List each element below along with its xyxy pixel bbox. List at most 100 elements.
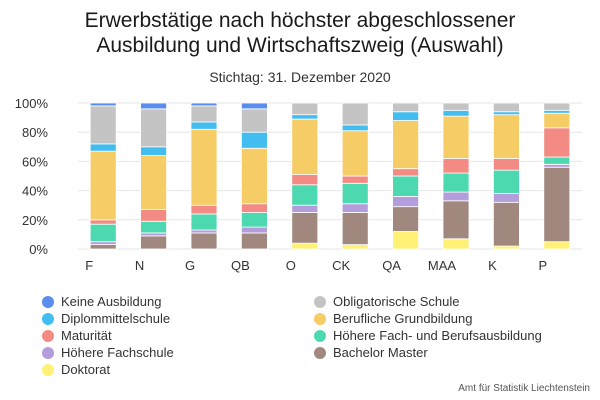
bar-segment-g: [190, 204, 218, 215]
legend-item: Obligatorische Schule: [314, 294, 459, 309]
bar-segment-n: [140, 220, 168, 234]
legend-swatch: [314, 312, 326, 325]
bar-segment-o: [291, 102, 319, 116]
chart-title-line-2: Ausbildung und Wirtschaftszweig (Auswahl…: [96, 34, 504, 57]
bar-segment-o: [291, 174, 319, 186]
legend-item: Höhere Fachschule: [42, 345, 174, 360]
bar-segment-n: [140, 108, 168, 148]
bar-segment-k: [492, 114, 520, 159]
bar-segment-g: [190, 128, 218, 206]
bar-segment-qb: [240, 226, 268, 234]
y-tick-label: 0%: [29, 242, 48, 257]
bar-segment-f: [89, 241, 117, 246]
legend-swatch: [314, 329, 326, 342]
bar-segment-qa: [392, 231, 420, 250]
legend-label: Diplommittelschule: [61, 311, 171, 326]
bar-segment-ck: [341, 182, 369, 205]
bar-segment-qb: [240, 131, 268, 149]
bar-segment-o: [291, 212, 319, 244]
bar-segment-f: [89, 105, 117, 145]
bar-segment-k: [492, 102, 520, 113]
y-tick-label: 100%: [15, 96, 49, 111]
bar-segment-qa: [392, 196, 420, 208]
legend-label: Keine Ausbildung: [61, 294, 162, 309]
bar-segment-ck: [341, 203, 369, 213]
bar-segment-qa: [392, 120, 420, 170]
legend-label: Höhere Fach- und Berufsausbildung: [333, 328, 542, 343]
legend-item: Maturität: [42, 328, 112, 343]
bar-segment-maa: [442, 172, 470, 193]
bar-segment-n: [140, 235, 168, 250]
bar-segment-n: [140, 232, 168, 237]
bar-segment-qb: [240, 147, 268, 205]
legend-item: Höhere Fach- und Berufsausbildung: [314, 328, 542, 343]
bar-segment-qa: [392, 168, 420, 177]
bar-segment-g: [190, 213, 218, 231]
bar-segment-n: [140, 209, 168, 222]
bar-segment-f: [89, 102, 117, 107]
legend-label: Obligatorische Schule: [333, 294, 460, 309]
bar-segment-p: [543, 109, 571, 114]
bar-segment-f: [89, 143, 117, 152]
legend-item: Bachelor Master: [314, 345, 428, 360]
y-tick-label: 20%: [22, 213, 48, 228]
bar-segment-maa: [442, 109, 470, 117]
bar-segment-p: [543, 127, 571, 158]
bar-segment-g: [190, 105, 218, 123]
legend-item: Diplommittelschule: [42, 311, 170, 326]
legend-item: Doktorat: [42, 362, 110, 377]
bar-segment-qb: [240, 203, 268, 213]
bar-segment-maa: [442, 115, 470, 159]
bar-segment-ck: [341, 102, 369, 126]
x-tick-label: O: [286, 258, 296, 273]
bar-segment-maa: [442, 102, 470, 111]
stacked-bar-chart: 0% 20% 40% 60% 80% 100% F N G QB O CK QA MAA K P: [15, 96, 582, 273]
x-tick-label: MAA: [428, 258, 457, 273]
bar-segment-p: [543, 156, 571, 165]
legend-swatch: [42, 295, 54, 308]
bar-segment-ck: [341, 212, 369, 246]
x-tick-label: K: [488, 258, 497, 273]
bar-segment-g: [190, 232, 218, 250]
x-tick-label: F: [85, 258, 93, 273]
bar-segment-n: [140, 102, 168, 110]
source-credit: Amt für Statistik Liechtenstein: [458, 383, 590, 394]
bar-segment-f: [89, 219, 117, 225]
legend-swatch: [42, 346, 54, 359]
bar-segment-maa: [442, 200, 470, 240]
legend-label: Berufliche Grundbildung: [333, 311, 473, 326]
bar-segment-qb: [240, 108, 268, 133]
bar-segment-qa: [392, 206, 420, 232]
legend-item: Berufliche Grundbildung: [314, 311, 472, 326]
x-tick-label: CK: [332, 258, 350, 273]
bar-segment-f: [89, 244, 117, 250]
bar-segment-n: [140, 146, 168, 156]
bar-segment-f: [89, 150, 117, 221]
bar-segment-ck: [341, 124, 369, 132]
legend-item: Keine Ausbildung: [42, 294, 161, 309]
bar-segment-k: [492, 111, 520, 116]
bar-segment-p: [543, 102, 571, 111]
legend-swatch: [42, 329, 54, 342]
y-tick-label: 40%: [22, 184, 48, 199]
x-tick-label: N: [135, 258, 144, 273]
bar-segment-maa: [442, 238, 470, 250]
bar-segment-p: [543, 112, 571, 129]
legend-swatch: [314, 295, 326, 308]
bar-segment-qa: [392, 102, 420, 113]
y-tick-label: 60%: [22, 154, 48, 169]
bar-segment-g: [190, 121, 218, 130]
legend-swatch: [314, 346, 326, 359]
legend-label: Bachelor Master: [333, 345, 428, 360]
bar-segment-o: [291, 204, 319, 213]
bar-segment-o: [291, 114, 319, 120]
chart-title-line-1: Erwerbstätige nach höchster abgeschlosse…: [84, 9, 516, 32]
bar-segment-ck: [341, 130, 369, 177]
bar-segment-ck: [341, 244, 369, 250]
bar-segment-o: [291, 242, 319, 250]
bar-segment-n: [140, 155, 168, 210]
legend-label: Maturität: [61, 328, 112, 343]
x-tick-label: G: [185, 258, 195, 273]
bar-segment-qb: [240, 232, 268, 250]
chart-title: Erwerbstätige nach höchster abgeschlosse…: [0, 8, 600, 58]
